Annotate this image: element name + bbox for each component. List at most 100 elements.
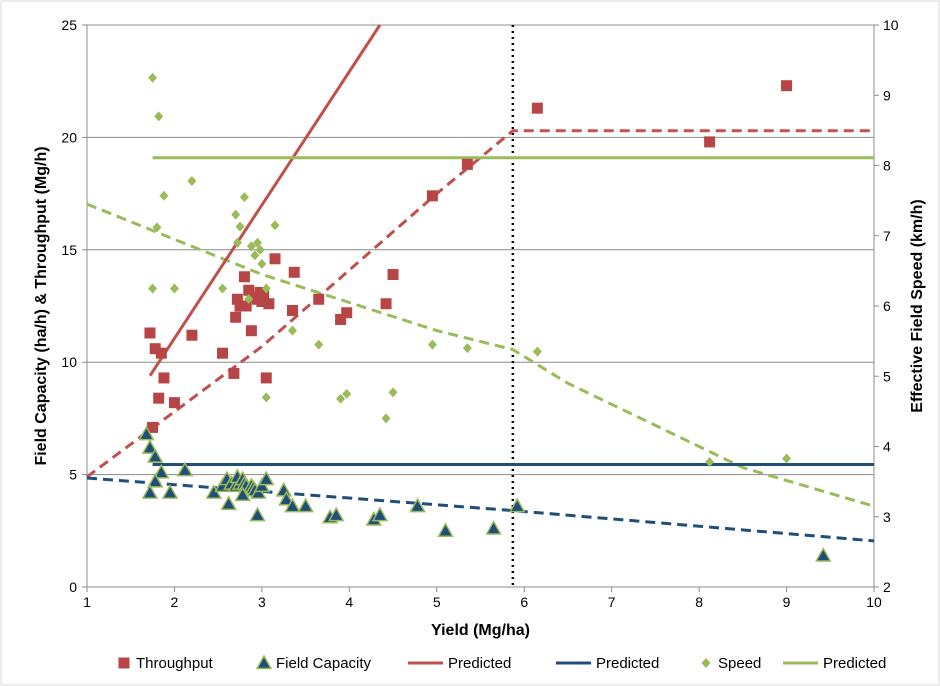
throughput-point [781, 80, 793, 92]
speed-point [336, 393, 346, 404]
field-capacity-point [146, 472, 164, 488]
y2-tick-label: 8 [883, 158, 891, 174]
speed-point [231, 209, 241, 220]
speed-point [532, 346, 542, 357]
field-capacity-point [815, 546, 832, 562]
field-capacity-point [141, 439, 159, 454]
field-capacity-point [284, 497, 301, 513]
throughput-point [245, 325, 257, 337]
speed-point [782, 453, 792, 464]
legend-diamond-swatch [701, 658, 711, 668]
y-tick-label: 5 [69, 467, 77, 483]
field-capacity-point [508, 497, 526, 513]
throughput-point [240, 300, 252, 312]
throughput-point [341, 307, 353, 319]
speed-point [159, 190, 169, 201]
speed-point [246, 241, 256, 252]
legend: Throughput Field Capacity Predicted Predict… [118, 654, 886, 672]
y-tick-label: 20 [61, 129, 77, 145]
speed-point [239, 192, 249, 203]
x-tick-label: 4 [345, 594, 353, 610]
x-tick-label: 9 [783, 594, 791, 610]
speed-point [257, 258, 267, 269]
legend-label: Predicted [596, 655, 659, 672]
speed-point [148, 283, 158, 294]
throughput-point [231, 293, 243, 305]
field-capacity-point [141, 484, 159, 499]
x-tick-label: 1 [83, 594, 91, 610]
legend-square-swatch [118, 657, 130, 669]
throughput-point [217, 347, 229, 359]
legend-label: Speed [718, 655, 761, 672]
field-capacity-point [153, 463, 170, 479]
throughput-point [158, 372, 170, 384]
x-tick-label: 10 [866, 594, 882, 610]
field-capacity-point [176, 461, 194, 477]
speed-point [169, 283, 179, 294]
speed-point [261, 392, 271, 403]
field-capacity-point [220, 495, 237, 511]
x-tick-label: 6 [520, 594, 528, 610]
throughput-point [256, 296, 268, 308]
throughput-point [313, 293, 325, 305]
throughput-point [155, 347, 167, 359]
y2-axis-title: Effective Field Speed (km/h) [909, 199, 926, 412]
speed-point [427, 339, 437, 350]
legend-label: Predicted [823, 655, 886, 672]
y-axis-title: Field Capacity (ha/h) & Throughput (Mg/h… [33, 146, 50, 465]
throughput-point [704, 136, 716, 148]
field-capacity-point [257, 470, 275, 486]
throughput-point [258, 289, 270, 301]
speed-point [261, 283, 271, 294]
legend-label: Throughput [136, 655, 214, 672]
field-capacity-point [161, 484, 179, 499]
throughput-point [168, 397, 180, 409]
throughput-point [243, 284, 255, 296]
y2-tick-label: 3 [883, 509, 891, 525]
speed-point [232, 237, 242, 248]
field-capacity-point [409, 497, 426, 513]
speed-point [235, 221, 245, 232]
speed-point [388, 387, 398, 398]
throughput-point [387, 269, 399, 281]
throughput-point [263, 298, 275, 310]
field-capacity-point [371, 506, 389, 522]
field-capacity-point [485, 520, 502, 535]
speed-point [705, 456, 715, 467]
throughput-point [335, 313, 347, 325]
y2-tick-label: 6 [883, 298, 891, 314]
y2-tick-label: 9 [883, 87, 891, 103]
dashed-fit-line [86, 202, 875, 508]
y2-tick-label: 5 [883, 368, 891, 384]
x-axis-title: Yield (Mg/ha) [431, 622, 530, 639]
series-points [138, 72, 832, 562]
throughput-point [531, 102, 543, 114]
y2-tick-label: 10 [883, 17, 899, 33]
throughput-point [380, 298, 392, 310]
predicted-line [148, 24, 382, 377]
speed-point [342, 388, 352, 399]
speed-point [244, 293, 254, 304]
field-capacity-point [234, 486, 251, 502]
throughput-point [230, 311, 242, 323]
throughput-point [186, 329, 198, 341]
throughput-point [228, 367, 240, 379]
field-capacity-point [297, 497, 314, 513]
y-tick-label: 10 [61, 354, 77, 370]
y2-tick-label: 2 [883, 579, 891, 595]
throughput-point [426, 190, 438, 202]
speed-point [381, 413, 391, 424]
y2-tick-label: 4 [883, 439, 891, 455]
field-capacity-point [327, 506, 345, 522]
x-tick-label: 3 [258, 594, 266, 610]
legend-label: Predicted [448, 655, 511, 672]
throughput-point [288, 266, 300, 278]
throughput-point [149, 343, 161, 355]
legend-label: Field Capacity [276, 655, 372, 672]
y-tick-label: 25 [61, 17, 77, 33]
speed-point [154, 111, 164, 122]
x-tick-label: 7 [608, 594, 616, 610]
speed-point [462, 343, 472, 354]
